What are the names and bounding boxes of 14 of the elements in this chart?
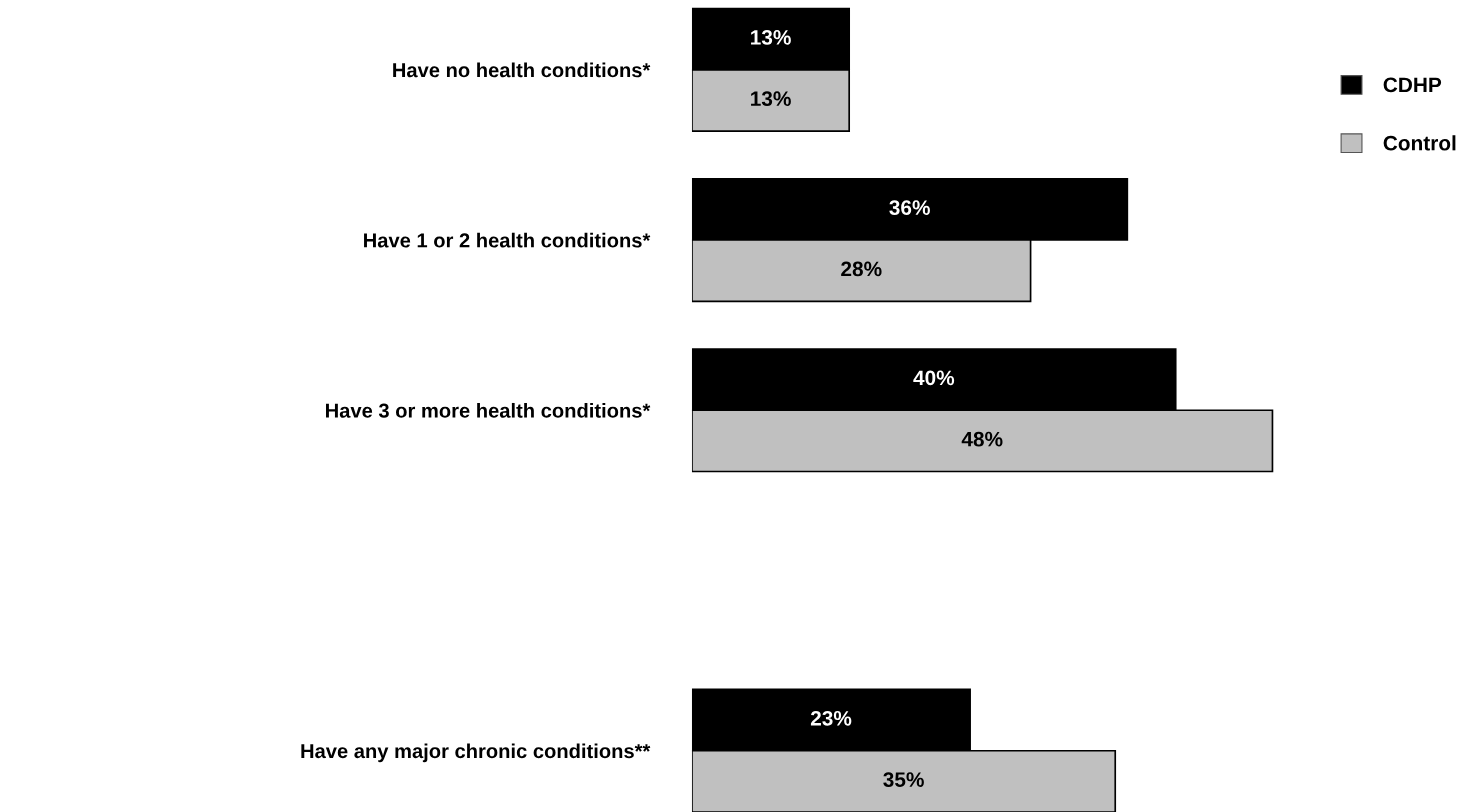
legend-label: Control bbox=[1383, 135, 1456, 151]
data-label: 13% bbox=[751, 29, 791, 45]
y-tick-label: Have any major chronic conditions** bbox=[301, 743, 651, 763]
legend-label: CDHP bbox=[1383, 77, 1442, 93]
data-label: 35% bbox=[883, 772, 924, 787]
data-label: 28% bbox=[841, 261, 882, 277]
data-label: 48% bbox=[961, 431, 1003, 447]
data-label: 13% bbox=[751, 91, 791, 107]
y-tick-label: Have no health conditions* bbox=[393, 62, 651, 78]
data-label: 40% bbox=[913, 370, 955, 386]
data-label: 36% bbox=[889, 200, 930, 216]
y-tick-label: Have 1 or 2 health conditions* bbox=[364, 232, 651, 248]
y-tick-label: Have 3 or more health conditions* bbox=[326, 402, 651, 418]
data-label: 23% bbox=[810, 710, 852, 726]
